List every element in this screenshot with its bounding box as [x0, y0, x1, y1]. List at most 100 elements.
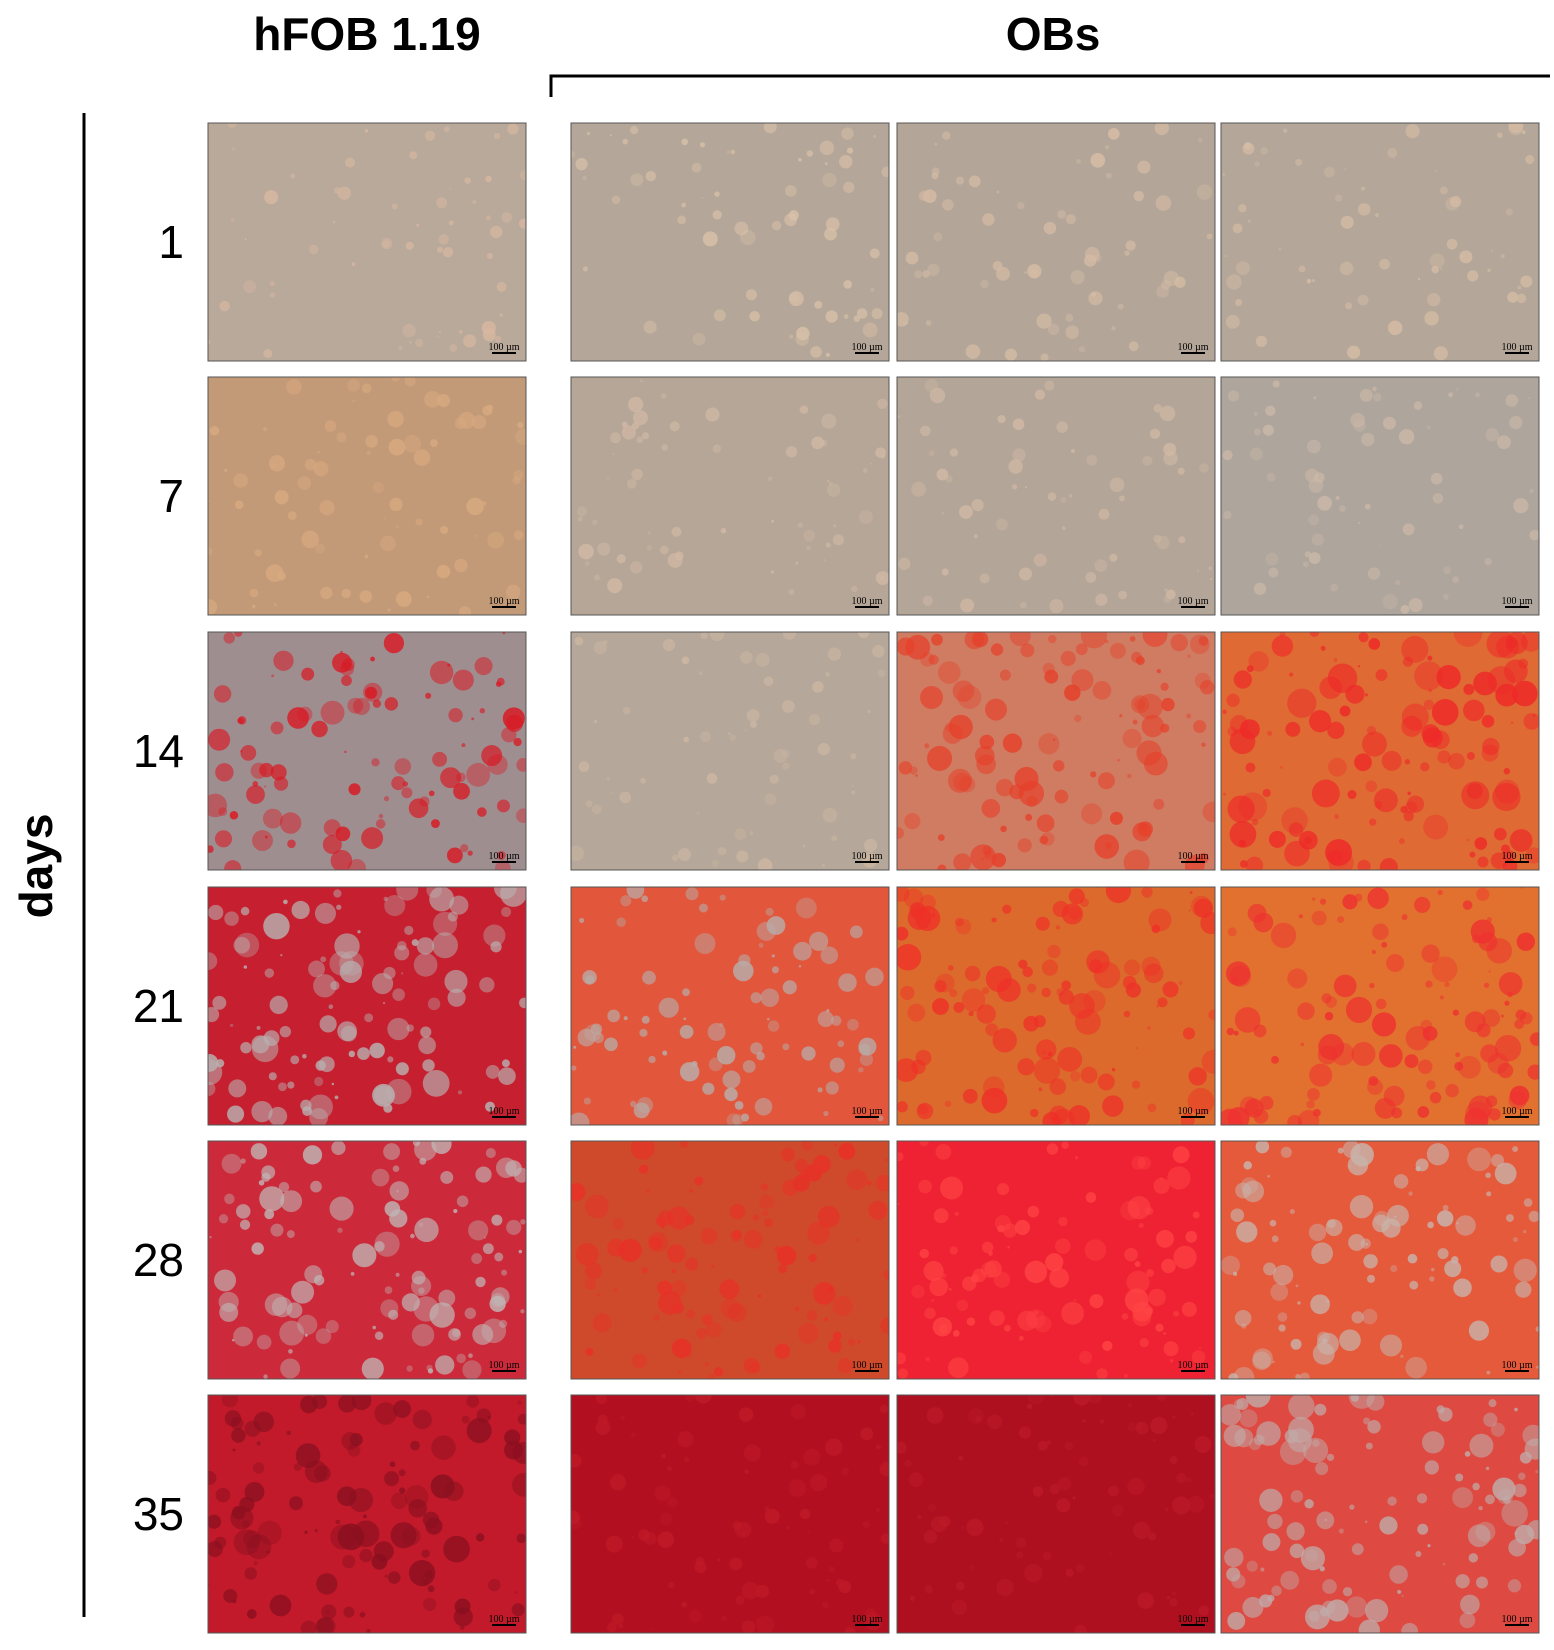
texture-blob	[796, 326, 810, 341]
texture-blob	[1401, 914, 1408, 921]
texture-blob	[989, 1310, 1005, 1326]
texture-blob	[696, 811, 700, 815]
texture-blob	[440, 767, 462, 789]
texture-blob	[389, 1461, 396, 1468]
texture-blob	[937, 661, 961, 684]
texture-blob	[1420, 762, 1430, 772]
texture-blob	[302, 1145, 323, 1165]
texture-blob	[1288, 822, 1304, 837]
texture-blob	[1026, 1403, 1033, 1410]
texture-blob	[995, 778, 1014, 797]
texture-blob	[933, 1208, 949, 1224]
texture-blob	[1235, 261, 1250, 276]
texture-blob	[1310, 1294, 1330, 1315]
texture-blob	[1188, 909, 1191, 912]
texture-blob	[1160, 723, 1170, 733]
texture-blob	[408, 798, 429, 819]
texture-blob	[585, 1194, 609, 1219]
texture-blob	[1403, 811, 1414, 822]
texture-blob	[474, 534, 477, 538]
texture-blob	[728, 732, 731, 736]
texture	[897, 632, 1215, 870]
texture-blob	[1064, 1441, 1073, 1451]
texture-blob	[501, 212, 513, 223]
texture-blob	[1017, 201, 1025, 210]
texture-blob	[1271, 635, 1294, 657]
texture-blob	[974, 745, 995, 766]
texture-blob	[274, 490, 289, 505]
texture-blob	[967, 1408, 984, 1425]
texture-blob	[1494, 1162, 1517, 1185]
texture-blob	[491, 1214, 503, 1226]
texture-blob	[1369, 982, 1375, 989]
texture-blob	[659, 545, 669, 555]
texture-blob	[1111, 1067, 1116, 1072]
texture-blob	[806, 545, 811, 551]
texture-blob	[1442, 593, 1449, 600]
texture-blob	[997, 1225, 1005, 1233]
texture-blob	[1426, 1143, 1450, 1166]
texture-blob	[287, 839, 296, 849]
texture-blob	[372, 972, 394, 995]
texture-blob	[1137, 1592, 1155, 1610]
texture-blob	[1407, 1253, 1418, 1264]
texture-blob	[1018, 1426, 1032, 1439]
texture-blob	[743, 1444, 761, 1462]
texture-blob	[1459, 250, 1473, 264]
texture-blob	[1289, 1543, 1305, 1559]
texture-blob	[862, 1520, 871, 1529]
texture-blob	[668, 1581, 675, 1589]
texture-blob	[1061, 903, 1084, 925]
texture-blob	[1481, 714, 1495, 728]
texture-blob	[1102, 1340, 1113, 1352]
texture-blob	[476, 1408, 492, 1423]
texture-blob	[613, 1288, 618, 1293]
texture-blob	[1233, 1030, 1239, 1036]
texture-blob	[812, 681, 824, 693]
texture-blob	[1405, 1356, 1427, 1379]
texture-blob	[1007, 1246, 1010, 1249]
texture-blob	[244, 238, 247, 241]
texture-blob	[871, 308, 883, 320]
texture-blob	[745, 289, 757, 301]
texture-blob	[1508, 1091, 1527, 1110]
texture-blob	[1227, 927, 1237, 937]
texture-blob	[364, 389, 367, 392]
texture-blob	[341, 675, 352, 687]
texture-blob	[287, 511, 297, 521]
texture-blob	[1233, 1271, 1238, 1276]
scale-bar-label: 100 µm	[1501, 1106, 1532, 1117]
texture-blob	[1049, 599, 1064, 614]
texture-blob	[825, 1438, 843, 1456]
micrograph: 100 µm	[570, 631, 890, 871]
texture-blob	[1057, 1046, 1083, 1072]
texture-blob	[1172, 1146, 1190, 1164]
texture-blob	[650, 1627, 653, 1631]
texture-blob	[829, 1538, 844, 1553]
texture-blob	[1099, 1419, 1105, 1424]
texture-blob	[468, 1353, 473, 1358]
texture-blob	[1520, 632, 1539, 652]
texture-blob	[331, 1141, 346, 1155]
texture-blob	[1102, 1095, 1124, 1117]
texture-blob	[606, 476, 610, 480]
texture-blob	[1027, 264, 1042, 279]
texture-blob	[734, 828, 747, 841]
texture-blob	[1027, 1205, 1040, 1218]
texture-blob	[1144, 1306, 1154, 1316]
texture-blob	[233, 936, 251, 954]
texture-blob	[1139, 823, 1148, 832]
texture-blob	[1236, 1398, 1249, 1411]
texture-blob	[986, 1418, 992, 1424]
texture-blob	[1224, 255, 1227, 258]
texture-blob	[955, 918, 972, 935]
texture-blob	[413, 449, 431, 466]
texture-blob	[1223, 1424, 1246, 1447]
texture-blob	[1469, 851, 1476, 858]
texture-blob	[1317, 1331, 1330, 1345]
texture-blob	[240, 906, 250, 916]
texture-blob	[1500, 253, 1505, 259]
texture-blob	[897, 1368, 909, 1379]
texture-blob	[1364, 503, 1371, 510]
texture-blob	[597, 1293, 600, 1297]
